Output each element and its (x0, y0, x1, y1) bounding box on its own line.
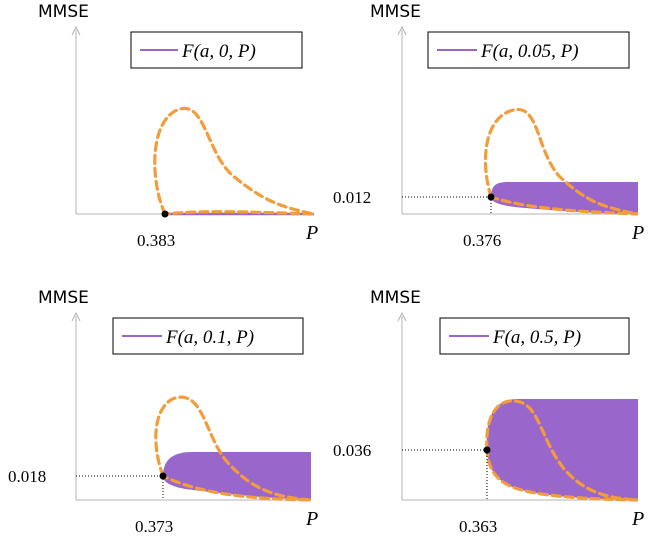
panel-4: MMSE 0.036 0.363 P F(a, 0.5, P) (333, 288, 644, 536)
panel-1-dashed-boundary (153, 107, 315, 216)
panel-4-dashed-boundary (485, 399, 639, 502)
panel-3: MMSE 0.018 0.373 P F(a, 0.1, P) (8, 288, 318, 536)
panel-4-y-tick: 0.036 (333, 441, 371, 460)
panel-4-xlabel: P (631, 508, 644, 530)
panel-3-filled-region (163, 452, 311, 500)
panel-1-critical-point (161, 210, 169, 218)
panel-3-xlabel: P (305, 508, 318, 530)
panel-2-y-tick: 0.012 (333, 188, 371, 207)
panel-1-legend-text: F(a, 0, P) (181, 41, 256, 62)
panel-3-ylabel: MMSE (38, 288, 89, 308)
panel-2-y-arrow (397, 25, 407, 36)
panel-4-x-tick: 0.363 (459, 517, 497, 536)
panel-2-dashed-boundary (483, 107, 639, 216)
panel-3-critical-point (159, 472, 167, 480)
panel-2: MMSE 0.012 0.376 P F(a, 0.05, P) (333, 2, 644, 250)
panel-2-legend-text: F(a, 0.05, P) (480, 41, 579, 62)
panel-4-filled-region (486, 399, 638, 500)
panel-4-critical-point (483, 446, 491, 454)
panel-3-y-tick: 0.018 (8, 467, 46, 486)
panel-1-xlabel: P (305, 222, 318, 244)
panel-1-y-arrow (71, 25, 81, 36)
panel-1-ylabel: MMSE (38, 2, 89, 22)
panel-4-ylabel: MMSE (370, 288, 421, 308)
panel-3-legend-text: F(a, 0.1, P) (165, 327, 254, 348)
panel-2-ylabel: MMSE (370, 2, 421, 22)
panel-1: MMSE 0.383 P F(a, 0, P) (38, 2, 318, 250)
panel-4-y-arrow (397, 311, 407, 322)
panel-4-legend-text: F(a, 0.5, P) (492, 327, 581, 348)
panel-2-xlabel: P (631, 222, 644, 244)
panel-3-y-arrow (71, 311, 81, 322)
panel-1-x-tick: 0.383 (137, 231, 175, 250)
panel-3-x-tick: 0.373 (135, 517, 173, 536)
panel-2-x-tick: 0.376 (463, 231, 501, 250)
panel-3-dashed-boundary (154, 395, 312, 502)
panel-2-critical-point (487, 193, 495, 201)
